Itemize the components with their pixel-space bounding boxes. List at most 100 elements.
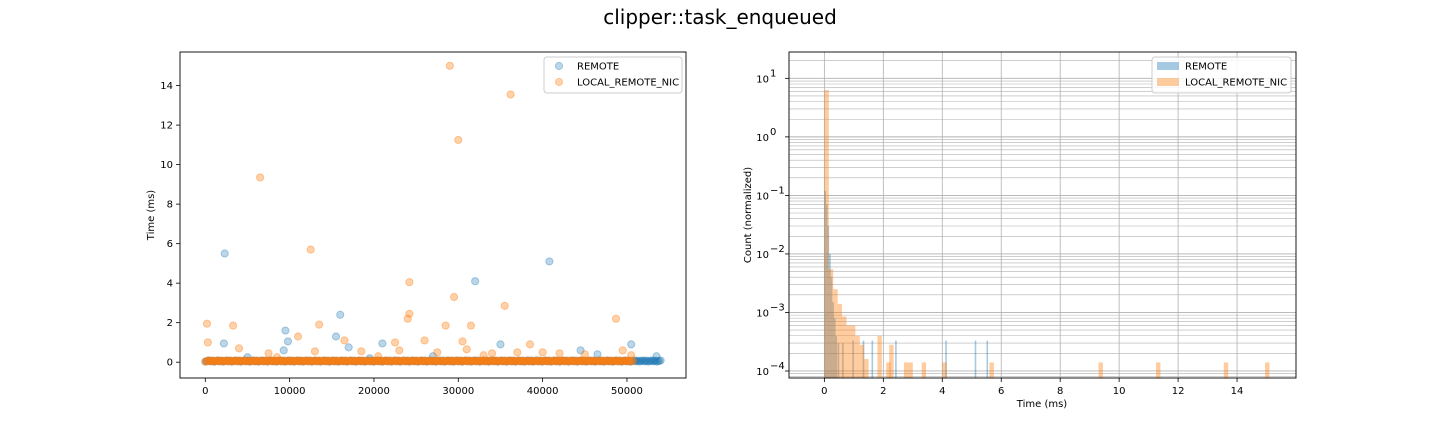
scatter-point xyxy=(288,356,297,365)
scatter-point xyxy=(623,356,632,366)
scatter-series-1 xyxy=(201,61,637,366)
scatter-point xyxy=(227,357,236,366)
scatter-point xyxy=(396,357,405,366)
scatter-point xyxy=(441,357,450,366)
scatter-point xyxy=(310,347,320,356)
scatter-point xyxy=(390,356,400,365)
scatter-point xyxy=(506,356,515,365)
scatter-point xyxy=(509,356,519,365)
scatter-point xyxy=(487,356,496,365)
scatter-point xyxy=(292,356,301,365)
scatter-point xyxy=(235,356,244,365)
scatter-point xyxy=(285,357,295,366)
scatter-point xyxy=(550,356,559,365)
histogram-bar xyxy=(842,316,847,378)
scatter-point xyxy=(272,357,281,366)
histogram-legend: REMOTE LOCAL_REMOTE_NIC xyxy=(1151,56,1292,94)
scatter-point xyxy=(465,356,474,365)
scatter-point xyxy=(246,357,255,366)
scatter-point xyxy=(368,356,377,365)
scatter-point xyxy=(365,357,374,366)
scatter-point xyxy=(628,356,637,365)
scatter-point xyxy=(425,356,434,365)
scatter-point xyxy=(223,357,233,366)
scatter-point xyxy=(570,356,579,366)
scatter-point xyxy=(223,357,233,366)
scatter-point xyxy=(514,356,524,365)
scatter-point xyxy=(374,352,383,361)
scatter-point xyxy=(293,332,303,341)
scatter-point xyxy=(490,356,500,366)
scatter-point xyxy=(445,357,454,366)
scatter-point xyxy=(301,356,310,365)
scatter-point xyxy=(442,356,452,365)
scatter-point xyxy=(427,357,436,366)
scatter-point xyxy=(317,357,326,366)
scatter-point xyxy=(554,356,563,365)
scatter-point xyxy=(618,346,627,355)
scatter-point xyxy=(650,356,659,366)
scatter-point xyxy=(645,357,654,366)
scatter-point xyxy=(201,357,210,366)
scatter-point xyxy=(355,356,364,365)
scatter-point xyxy=(311,356,320,365)
scatter-point xyxy=(373,356,382,365)
scatter-point xyxy=(654,357,663,366)
scatter-point xyxy=(407,356,416,365)
scatter-point xyxy=(479,351,488,360)
scatter-point xyxy=(358,356,367,366)
scatter-point xyxy=(353,357,362,366)
scatter-point xyxy=(430,356,439,365)
scatter-point xyxy=(396,357,405,366)
scatter-point xyxy=(495,356,505,365)
scatter-marks xyxy=(201,61,665,366)
scatter-point xyxy=(435,356,444,365)
scatter-point xyxy=(296,356,305,366)
scatter-point xyxy=(576,356,586,365)
scatter-point xyxy=(282,357,291,366)
scatter-point xyxy=(576,356,586,365)
scatter-chart: 0 10000 20000 30000 40000 50000 0 2 4 6 8 10 12 14 T… xyxy=(146,51,687,397)
scatter-point xyxy=(541,356,550,365)
scatter-point xyxy=(454,357,463,366)
scatter-point xyxy=(418,357,427,366)
scatter-point xyxy=(628,356,637,365)
scatter-point xyxy=(497,356,506,365)
scatter-point xyxy=(280,357,290,366)
scatter-point xyxy=(535,356,544,366)
scatter-point xyxy=(592,357,601,366)
scatter-point xyxy=(296,356,305,366)
scatter-point xyxy=(474,356,483,365)
scatter-y-tick-label: 2 xyxy=(167,318,173,329)
scatter-point xyxy=(411,356,420,366)
scatter-point xyxy=(430,356,439,365)
scatter-point xyxy=(336,356,345,365)
scatter-point xyxy=(406,357,415,366)
scatter-point xyxy=(450,357,459,366)
scatter-point xyxy=(435,356,444,365)
scatter-point xyxy=(447,356,457,365)
scatter-point xyxy=(349,356,358,366)
scatter-point xyxy=(272,353,282,362)
scatter-y-tick-label: 8 xyxy=(167,200,173,211)
scatter-point xyxy=(552,356,562,366)
scatter-point xyxy=(371,356,381,365)
scatter-point xyxy=(215,357,224,366)
scatter-point xyxy=(547,357,557,366)
histogram-y-tick-exponent: −1 xyxy=(770,185,785,196)
scatter-point xyxy=(560,357,569,366)
histogram-y-tick-label: 10 xyxy=(756,191,769,202)
scatter-point xyxy=(365,354,374,363)
scatter-point xyxy=(299,357,309,366)
scatter-point xyxy=(273,357,282,366)
scatter-point xyxy=(287,356,296,366)
scatter-point xyxy=(556,357,565,366)
scatter-point xyxy=(454,357,463,366)
scatter-point xyxy=(323,356,333,365)
scatter-point xyxy=(523,356,532,365)
scatter-point xyxy=(600,357,610,366)
scatter-point xyxy=(527,356,536,365)
scatter-point xyxy=(506,356,515,365)
scatter-point xyxy=(546,357,555,366)
